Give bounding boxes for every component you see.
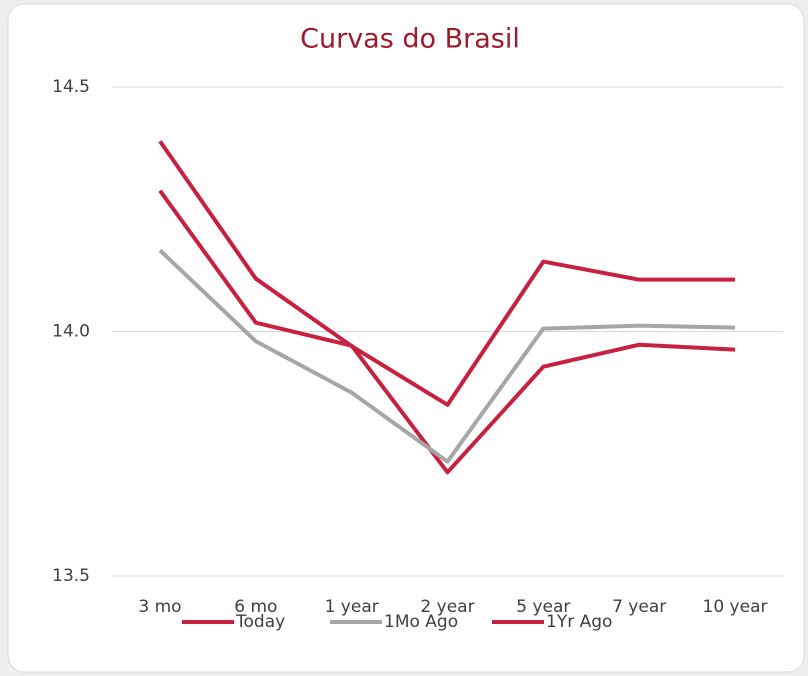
chart-title: Curvas do Brasil [300,24,520,55]
x-tick-label: 6 mo [234,597,277,617]
series-line [158,248,736,464]
x-tick-label: 10 year [703,597,768,617]
x-tick-label: 7 year [612,597,666,617]
series-line [158,140,735,407]
legend-label: 1Yr Ago [546,612,612,632]
x-tick-label: 5 year [516,597,570,617]
y-tick-label: 13.5 [52,566,90,586]
series-line [158,189,736,475]
y-tick-label: 14.0 [52,322,90,342]
chart-card [7,3,805,673]
x-tick-label: 2 year [420,597,474,617]
legend-label: Today [235,612,285,632]
x-tick-label: 1 year [325,597,379,617]
legend-label: 1Mo Ago [384,612,458,632]
x-tick-label: 3 mo [138,597,181,617]
y-tick-label: 14.5 [52,77,90,97]
